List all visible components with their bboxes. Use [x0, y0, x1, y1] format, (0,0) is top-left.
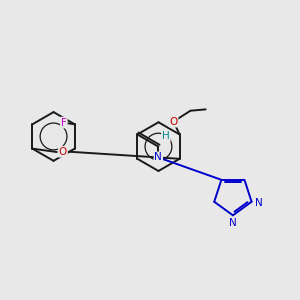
Text: N: N: [154, 152, 162, 162]
Text: F: F: [61, 118, 67, 128]
Text: O: O: [59, 147, 67, 157]
Text: N: N: [230, 218, 237, 228]
Text: O: O: [169, 117, 178, 127]
Text: N: N: [255, 198, 263, 208]
Text: H: H: [162, 131, 170, 142]
